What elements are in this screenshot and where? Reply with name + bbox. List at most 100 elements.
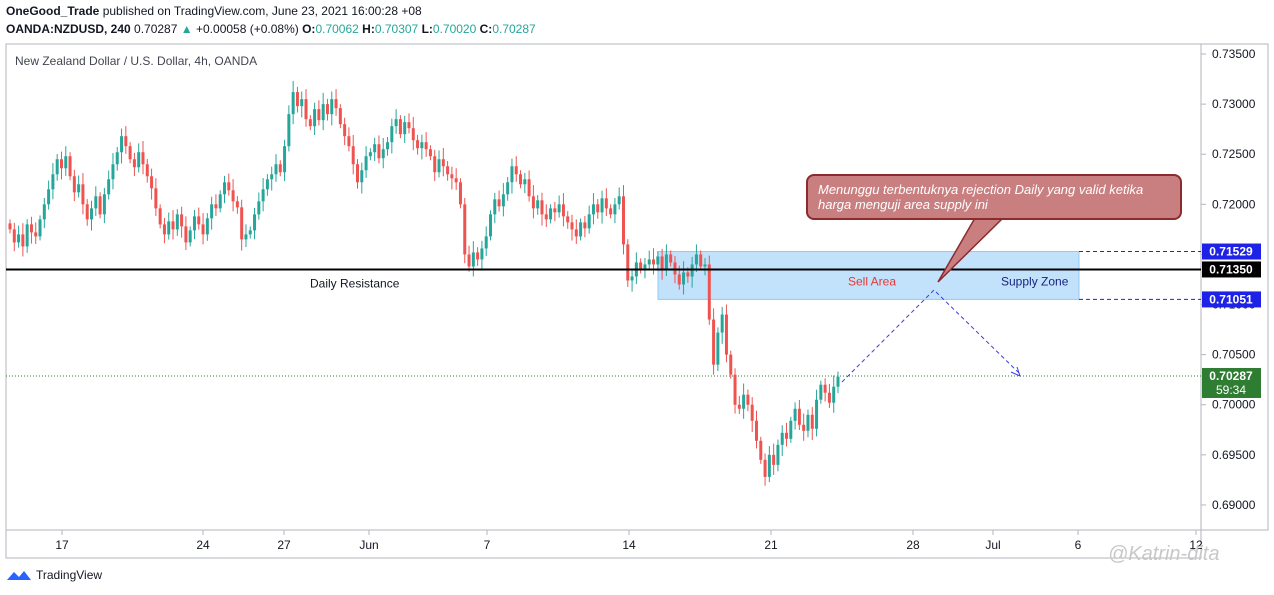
candle-body [441, 159, 445, 167]
candle-body [205, 218, 209, 235]
candle-body [823, 384, 827, 393]
candle-body [519, 174, 523, 185]
candle-body [154, 188, 158, 209]
arrow-head-icon [1010, 366, 1021, 377]
candle-body [158, 208, 162, 225]
y-tick-label: 0.73500 [1212, 47, 1256, 61]
candle-body [493, 199, 497, 215]
candle-body [810, 414, 814, 429]
time-axis[interactable] [5, 529, 1202, 559]
candle-body [330, 99, 334, 115]
candle-body [416, 140, 420, 149]
candle-body [746, 394, 750, 405]
candle-body [497, 199, 501, 207]
candle-body [356, 164, 360, 183]
candle-body [115, 152, 119, 165]
candle-body [338, 108, 342, 125]
candle-body [17, 234, 21, 243]
candle-body [253, 214, 257, 231]
candle-body [454, 178, 458, 183]
candle-body [300, 99, 304, 107]
open-value: 0.70062 [315, 22, 359, 36]
candle-body [647, 259, 651, 265]
candle-body [742, 394, 746, 409]
candle-body [549, 208, 553, 220]
candle-body [699, 254, 703, 267]
candle-body [789, 420, 793, 439]
candle-body [579, 222, 583, 237]
symbol-label[interactable]: OANDA:NZDUSD, 240 [6, 22, 131, 36]
candle-body [591, 204, 595, 215]
candle-body [223, 182, 227, 195]
candle-body [484, 236, 488, 249]
publish-date: published on TradingView.com, June 23, 2… [102, 4, 422, 18]
supply-zone-rect[interactable] [657, 251, 1080, 300]
analysis-callout[interactable]: Menunggu terbentuknya rejection Daily ya… [806, 174, 1182, 220]
candle-body [411, 128, 415, 141]
candle-body [467, 254, 471, 267]
candle-body [141, 152, 145, 165]
tradingview-logo-icon [7, 571, 31, 580]
candle-body [403, 122, 407, 135]
candle-body [574, 229, 578, 237]
candle-body [137, 152, 141, 168]
chart-title: New Zealand Dollar / U.S. Dollar, 4h, OA… [15, 54, 257, 68]
candle-body [72, 176, 76, 193]
candle-body [218, 194, 222, 209]
candle-body [433, 156, 437, 173]
close-label: C: [479, 22, 493, 36]
candle-body [347, 136, 351, 147]
candle-body [759, 440, 763, 460]
y-tick-label: 0.72000 [1212, 197, 1256, 211]
candle-body [785, 432, 789, 439]
zone-top-price-tag [1202, 243, 1261, 260]
candle-body [304, 99, 308, 120]
candle-body [609, 208, 613, 215]
candle-body [544, 214, 548, 220]
candle-body [437, 159, 441, 173]
candle-body [171, 221, 175, 230]
candle-body [47, 189, 51, 205]
candle-body [424, 142, 428, 150]
candle-body [557, 204, 561, 213]
candle-body [570, 222, 574, 230]
candle-body [42, 204, 46, 220]
resistance-price-tag [1202, 261, 1261, 278]
candle-body [373, 144, 377, 153]
candle-body [192, 216, 196, 231]
candle-body [836, 376, 840, 387]
candle-body [81, 184, 85, 205]
x-tick-label: 21 [764, 538, 778, 552]
x-tick-label: Jun [359, 538, 378, 552]
candle-body [703, 264, 707, 267]
candle-body [407, 122, 411, 129]
countdown-text: 59:34 [1216, 383, 1246, 397]
candle-body [514, 166, 518, 175]
candle-body [476, 252, 480, 260]
candle-body [566, 216, 570, 223]
ohlc-legend: OANDA:NZDUSD, 240 0.70287 ▲ +0.00058 (+0… [6, 22, 536, 36]
candle-body [763, 459, 767, 477]
author-name[interactable]: OneGood_Trade [6, 4, 100, 18]
tradingview-footer[interactable]: TradingView [6, 567, 102, 583]
last-price: 0.70287 [134, 22, 178, 36]
candle-body [450, 174, 454, 179]
candle-body [360, 170, 364, 183]
candle-body [90, 208, 94, 220]
candle-body [102, 194, 106, 215]
candle-body [536, 200, 540, 209]
candle-body [596, 204, 600, 213]
candle-body [531, 196, 535, 209]
candle-body [111, 164, 115, 180]
candle-body [235, 201, 239, 208]
candle-body [321, 104, 325, 121]
low-label: L: [421, 22, 433, 36]
candle-body [729, 354, 733, 375]
candle-body [210, 204, 214, 219]
price-axis[interactable] [1200, 43, 1269, 531]
current-price-tag [1202, 367, 1261, 398]
candle-body [660, 256, 664, 269]
candle-body [682, 272, 686, 285]
candle-body [240, 207, 244, 240]
